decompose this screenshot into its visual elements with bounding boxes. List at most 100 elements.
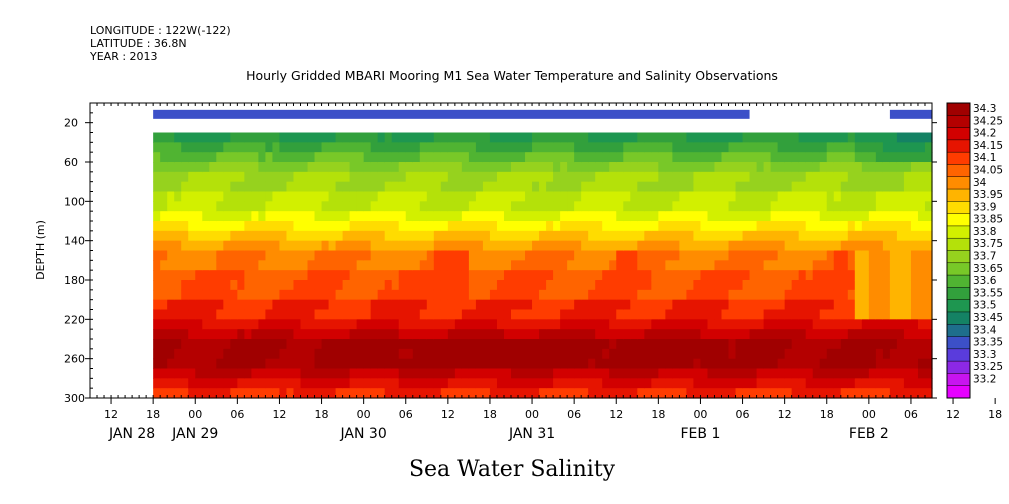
heatmap-cell (644, 132, 652, 143)
heatmap-cell (567, 162, 575, 173)
heatmap-cell (875, 270, 884, 281)
heatmap-cell (532, 388, 540, 399)
heatmap-cell (847, 191, 856, 202)
heatmap-cell (812, 280, 821, 291)
heatmap-cell (889, 162, 898, 173)
heatmap-cell (875, 280, 884, 291)
heatmap-cell (679, 319, 688, 330)
heatmap-cell (496, 191, 505, 202)
heatmap-cell (216, 309, 224, 320)
heatmap-cell (244, 142, 252, 153)
heatmap-cell (728, 230, 737, 242)
heatmap-cell (574, 230, 582, 242)
heatmap-cell (560, 132, 568, 143)
heatmap-cell (714, 240, 723, 252)
heatmap-cell (279, 329, 288, 340)
heatmap-cell (560, 162, 568, 173)
heatmap-cell (153, 289, 161, 301)
heatmap-cell (475, 309, 484, 320)
heatmap-cell (749, 260, 758, 271)
colorbar-label: 33.3 (973, 349, 996, 361)
heatmap-cell (721, 319, 730, 330)
heatmap-cell (742, 250, 751, 261)
heatmap-cell (602, 221, 610, 232)
heatmap-cell (503, 299, 512, 311)
heatmap-cell (258, 240, 267, 252)
heatmap-cell (917, 378, 926, 389)
heatmap-cell (567, 181, 575, 193)
heatmap-cell (468, 181, 477, 193)
colorbar-label: 33.95 (973, 189, 1003, 201)
heatmap-cell (405, 181, 414, 193)
heatmap-cell (174, 388, 182, 399)
heatmap-cell (560, 348, 568, 360)
heatmap-cell (609, 142, 617, 153)
heatmap-cell (798, 260, 807, 271)
heatmap-cell (482, 211, 491, 222)
heatmap-cell (847, 368, 856, 379)
heatmap-cell (672, 250, 680, 261)
heatmap-cell (342, 368, 351, 379)
heatmap-cell (784, 230, 793, 242)
heatmap-cell (539, 348, 547, 360)
heatmap-cell (377, 309, 386, 320)
heatmap-cell (609, 191, 617, 202)
heatmap-cell (181, 329, 189, 340)
heatmap-cell (440, 171, 449, 183)
heatmap-cell (875, 348, 884, 360)
heatmap-cell (651, 280, 659, 291)
heatmap-cell (244, 299, 252, 311)
heatmap-cell (377, 319, 386, 330)
heatmap-cell (889, 221, 898, 232)
heatmap-cell (602, 250, 610, 261)
heatmap-cell (616, 299, 624, 311)
heatmap-cell (398, 289, 407, 301)
heatmap-cell (503, 289, 512, 301)
heatmap-cell (924, 181, 933, 193)
heatmap-cell (377, 191, 386, 202)
heatmap-cell (202, 309, 210, 320)
heatmap-cell (910, 250, 919, 261)
colorbar-swatch (947, 152, 970, 165)
chart-caption: Sea Water Salinity (409, 457, 616, 482)
heatmap-cell (398, 181, 407, 193)
x-tick-label: 12 (778, 408, 792, 421)
heatmap-cell (735, 250, 744, 261)
heatmap-cell (447, 319, 456, 330)
heatmap-cell (461, 299, 470, 311)
heatmap-cell (237, 348, 245, 360)
heatmap-cell (679, 201, 688, 212)
heatmap-cell (405, 378, 414, 389)
heatmap-cell (356, 191, 365, 202)
heatmap-cell (805, 388, 814, 399)
heatmap-cell (581, 319, 589, 330)
heatmap-cell (553, 378, 561, 389)
heatmap-cell (377, 368, 386, 379)
date-label: JAN 28 (108, 426, 155, 442)
heatmap-cell (616, 142, 624, 153)
heatmap-cell (742, 270, 751, 281)
heatmap-cell (602, 378, 610, 389)
heatmap-cell (195, 142, 203, 153)
heatmap-cell (896, 230, 905, 242)
heatmap-cell (539, 191, 547, 202)
heatmap-cell (574, 388, 582, 399)
heatmap-cell (595, 191, 603, 202)
heatmap-cell (686, 339, 695, 350)
heatmap-cell (265, 329, 274, 340)
heatmap-cell (574, 309, 582, 320)
heatmap-cell (882, 250, 891, 261)
heatmap-cell (482, 339, 491, 350)
heatmap-cell (749, 329, 758, 340)
heatmap-cell (272, 191, 281, 202)
heatmap-cell (882, 368, 891, 379)
heatmap-cell (567, 201, 575, 212)
heatmap-cell (672, 270, 680, 281)
heatmap-cell (665, 289, 673, 301)
heatmap-cell (672, 388, 680, 399)
heatmap-cell (819, 289, 828, 301)
heatmap-cell (195, 309, 203, 320)
heatmap-cell (398, 142, 407, 153)
heatmap-cell (433, 378, 442, 389)
heatmap-cell (244, 181, 252, 193)
